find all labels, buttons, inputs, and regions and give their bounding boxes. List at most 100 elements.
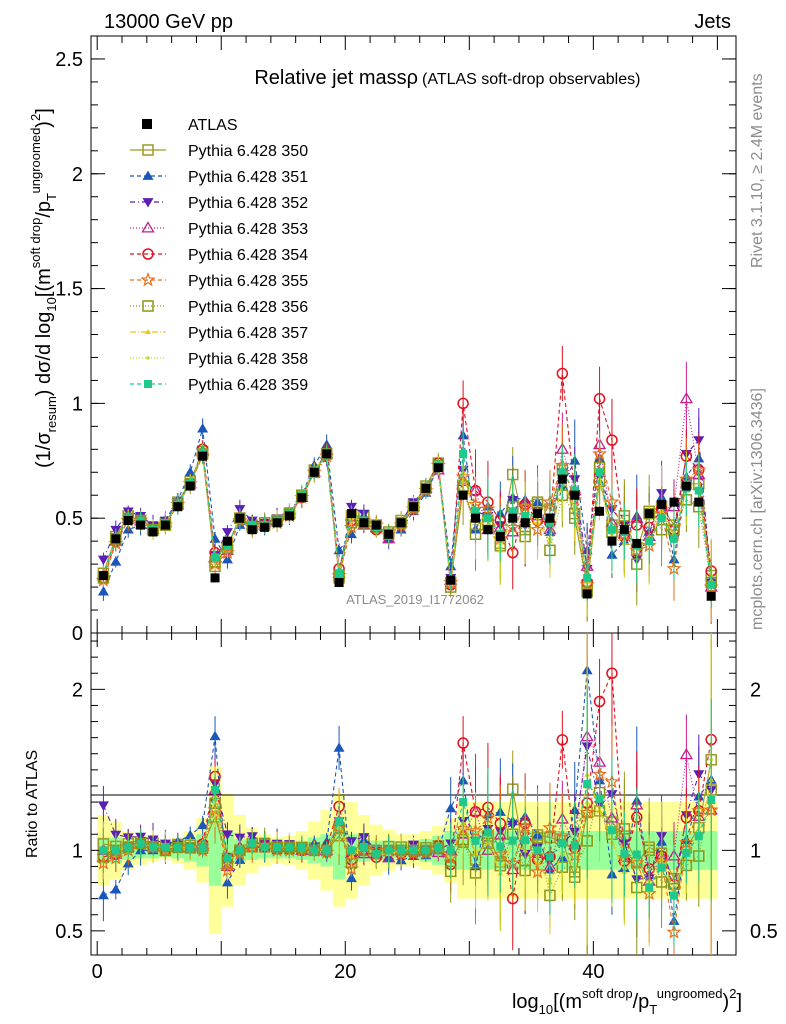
chart-subtitle: (ATLAS soft-drop observables) — [422, 71, 640, 88]
main-y-axis-label: (1/σresum) dσ/d log10[(msoft drop/pTungr… — [28, 108, 59, 468]
series-359-ratio-point — [186, 843, 195, 852]
atlas-data-point — [570, 490, 580, 500]
series-359-ratio-point — [545, 852, 554, 861]
atlas-data-point — [669, 497, 679, 507]
legend-label: Pythia 6.428 358 — [188, 351, 308, 368]
series-359-ratio-point — [521, 836, 530, 845]
analysis-watermark: ATLAS_2019_I1772062 — [346, 592, 484, 607]
series-359-ratio-point — [607, 826, 616, 835]
ratio-y-axis-label: Ratio to ATLAS — [24, 750, 41, 858]
series-359-line — [102, 451, 712, 585]
legend-label: Pythia 6.428 356 — [188, 299, 308, 316]
legend-entry-5: Pythia 6.428 354 — [130, 247, 308, 264]
series-359-ratio-point — [297, 843, 306, 852]
series-359-ratio-point — [496, 842, 505, 851]
legend-label: Pythia 6.428 351 — [188, 169, 308, 186]
ratio-y-tick-label: 1 — [72, 840, 83, 862]
atlas-data-point — [297, 493, 307, 503]
series-359-point — [707, 580, 716, 589]
series-351-point — [184, 466, 196, 477]
atlas-data-point — [706, 591, 716, 601]
series-359-point — [694, 486, 703, 495]
atlas-data-point — [235, 513, 245, 523]
atlas-data-point — [433, 463, 443, 473]
series-351-point — [445, 560, 457, 571]
atlas-data-point — [359, 518, 369, 528]
atlas-data-point — [272, 518, 282, 528]
atlas-data-point — [148, 527, 158, 537]
series-359-ratio-point — [446, 846, 455, 855]
series-354-ratio-point — [606, 667, 618, 679]
series-354-ratio-point — [457, 737, 469, 749]
main-y-tick-label: 1 — [72, 393, 83, 415]
main-y-tick-label: 0.5 — [55, 508, 83, 530]
series-359-ratio-point — [173, 843, 182, 852]
atlas-data-point — [694, 497, 704, 507]
legend-label: Pythia 6.428 354 — [188, 247, 308, 264]
series-354-ratio — [97, 633, 717, 951]
legend-entry-2: Pythia 6.428 351 — [130, 169, 308, 186]
atlas-data-point — [644, 509, 654, 519]
legend-entry-6: Pythia 6.428 355 — [130, 272, 308, 290]
series-354-point — [593, 393, 606, 405]
atlas-data-point — [160, 520, 170, 530]
series-352-ratio-point — [97, 801, 109, 811]
series-359-ratio-point — [273, 842, 282, 851]
main-x-ticks — [96, 36, 718, 633]
series-350-ratio — [97, 633, 717, 955]
atlas-data-point — [446, 575, 456, 585]
series-359-ratio-point — [260, 842, 269, 851]
atlas-data-point — [210, 573, 220, 583]
legend-label: ATLAS — [188, 117, 238, 134]
series-359-ratio-point — [558, 839, 567, 848]
series-351-point — [197, 423, 209, 433]
series-359-ratio-point — [397, 846, 406, 855]
atlas-data-point — [619, 525, 629, 535]
series-359-ratio-point — [645, 883, 654, 892]
atlas-data-point — [409, 502, 418, 512]
legend-marker — [145, 329, 151, 334]
series-359-point — [657, 514, 666, 523]
atlas-data-point — [681, 481, 691, 491]
series-359-ratio-point — [459, 798, 468, 807]
ratio-y-tick-label-right: 2 — [750, 679, 761, 701]
series-359-point — [483, 514, 492, 523]
series-359-ratio-point — [471, 836, 480, 845]
atlas-data-point — [222, 536, 232, 546]
series-359-ratio-point — [434, 844, 443, 853]
mcplots-credit-text: mcplots.cern.ch [arXiv:1306.3436] — [749, 388, 766, 630]
atlas-data-point — [483, 525, 493, 535]
series-359-ratio-point — [583, 780, 592, 789]
x-tick-label: 0 — [92, 961, 103, 983]
series-357-ratio — [100, 633, 715, 955]
series-359-ratio-point — [657, 863, 666, 872]
atlas-data-point — [284, 511, 294, 521]
series-352-point — [221, 528, 233, 538]
legend-entry-1: Pythia 6.428 350 — [130, 143, 308, 160]
legend-entry-4: Pythia 6.428 353 — [130, 221, 308, 238]
atlas-data-point — [136, 520, 146, 530]
series-359-ratio-point — [620, 849, 629, 858]
legend-label: Pythia 6.428 355 — [188, 273, 308, 290]
series-359-ratio-point — [483, 828, 492, 837]
series-355-line — [102, 453, 712, 588]
series-351-point — [345, 528, 357, 539]
series-359-ratio-line — [103, 782, 712, 898]
series-359-ratio-point — [99, 846, 108, 855]
series-351-ratio-point — [345, 872, 357, 883]
series-354-line — [102, 373, 712, 585]
series-351-ratio-point — [445, 802, 457, 813]
atlas-data-point — [322, 449, 332, 459]
series-353-line — [102, 398, 712, 588]
series-359-ratio-point — [533, 846, 542, 855]
main-y-ticks: 0 0.5 1 1.5 2 2.5 — [55, 49, 736, 645]
series-351-ratio-point — [184, 829, 196, 840]
atlas-data-point — [173, 502, 183, 512]
atlas-data-point — [421, 483, 431, 493]
series-359-ratio-point — [285, 843, 294, 852]
legend-label: Pythia 6.428 352 — [188, 195, 308, 212]
legend-label: Pythia 6.428 350 — [188, 143, 308, 160]
series-359-ratio-point — [384, 846, 393, 855]
reference-data-layer — [98, 449, 716, 601]
